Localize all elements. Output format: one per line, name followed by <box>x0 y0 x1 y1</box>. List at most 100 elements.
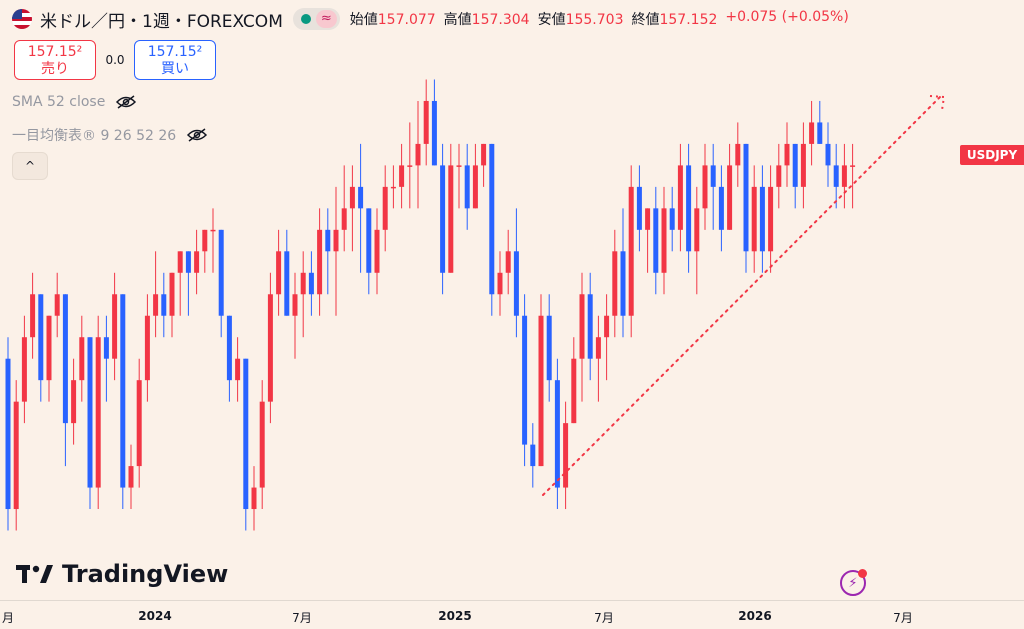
candle[interactable] <box>177 251 183 316</box>
candle[interactable] <box>759 165 765 273</box>
candle[interactable] <box>103 315 109 402</box>
candle[interactable] <box>374 208 380 295</box>
candle[interactable] <box>595 315 601 402</box>
candle[interactable] <box>522 294 528 467</box>
candle[interactable] <box>308 251 314 316</box>
candle[interactable] <box>382 165 388 252</box>
candle[interactable] <box>95 315 101 510</box>
candle[interactable] <box>423 79 429 166</box>
candle[interactable] <box>243 358 249 531</box>
candle[interactable] <box>358 143 364 273</box>
candle[interactable] <box>259 380 265 510</box>
candle[interactable] <box>431 79 437 166</box>
hidden-eye-icon[interactable] <box>115 95 137 109</box>
sell-button[interactable]: 157.15² 売り <box>14 40 96 80</box>
candle[interactable] <box>390 165 396 209</box>
candle[interactable] <box>513 208 519 338</box>
candle[interactable] <box>153 251 159 338</box>
market-status[interactable]: ≈ <box>292 8 340 30</box>
hidden-eye-icon[interactable] <box>186 128 208 142</box>
candle[interactable] <box>768 165 774 273</box>
candle[interactable] <box>604 294 610 381</box>
candle[interactable] <box>325 208 331 295</box>
candle[interactable] <box>112 272 118 381</box>
candle[interactable] <box>341 165 347 252</box>
candle[interactable] <box>554 358 560 510</box>
candle[interactable] <box>62 294 68 467</box>
candle[interactable] <box>440 143 446 295</box>
candle[interactable] <box>669 186 675 252</box>
candle[interactable] <box>612 229 618 338</box>
tradingview-logo[interactable]: TradingView <box>16 560 228 588</box>
candle[interactable] <box>30 272 36 359</box>
candle[interactable] <box>735 122 741 187</box>
candle[interactable] <box>841 143 847 209</box>
candle[interactable] <box>21 315 27 424</box>
trendline[interactable] <box>542 96 941 496</box>
candle[interactable] <box>489 143 495 316</box>
candle[interactable] <box>694 186 700 295</box>
candle[interactable] <box>530 423 536 488</box>
candle[interactable] <box>661 186 667 295</box>
candle[interactable] <box>251 466 257 531</box>
candle[interactable] <box>185 251 191 316</box>
candle[interactable] <box>194 229 200 295</box>
candle[interactable] <box>850 143 856 209</box>
candle[interactable] <box>677 143 683 252</box>
candle[interactable] <box>579 272 585 402</box>
candle[interactable] <box>415 100 421 209</box>
candle[interactable] <box>366 208 372 295</box>
candle[interactable] <box>809 100 815 166</box>
candle[interactable] <box>702 143 708 230</box>
candle[interactable] <box>407 122 413 209</box>
candle[interactable] <box>546 294 552 402</box>
indicator-sma[interactable]: SMA 52 close <box>12 94 137 110</box>
candle[interactable] <box>464 143 470 230</box>
candle[interactable] <box>276 229 282 316</box>
symbol-title[interactable]: 米ドル／円・1週・FOREXCOM <box>40 11 283 32</box>
candle[interactable] <box>54 272 60 338</box>
candle[interactable] <box>448 143 454 273</box>
candle[interactable] <box>136 358 142 488</box>
buy-button[interactable]: 157.15² 買い <box>134 40 216 80</box>
candle[interactable] <box>5 337 11 531</box>
candle[interactable] <box>497 251 503 316</box>
candle[interactable] <box>743 143 749 273</box>
candle[interactable] <box>13 380 19 531</box>
candle[interactable] <box>317 208 323 316</box>
candle[interactable] <box>120 294 126 510</box>
candle[interactable] <box>235 337 241 402</box>
candle[interactable] <box>218 229 224 338</box>
candle[interactable] <box>38 294 44 402</box>
candle[interactable] <box>563 401 569 510</box>
candle[interactable] <box>628 165 634 338</box>
candle[interactable] <box>300 251 306 338</box>
candle[interactable] <box>686 143 692 273</box>
candle[interactable] <box>87 337 93 510</box>
candle[interactable] <box>776 143 782 209</box>
candle[interactable] <box>210 208 216 273</box>
candle[interactable] <box>481 143 487 187</box>
candle[interactable] <box>161 272 167 338</box>
candle[interactable] <box>800 122 806 209</box>
candle[interactable] <box>333 186 339 316</box>
collapse-legend-button[interactable]: ^ <box>12 152 48 180</box>
candle[interactable] <box>825 122 831 187</box>
candle[interactable] <box>202 229 208 273</box>
candle[interactable] <box>349 165 355 252</box>
time-axis[interactable]: 月 2024 7月 2025 7月 2026 7月 <box>0 600 1024 629</box>
candle[interactable] <box>128 444 134 510</box>
candle[interactable] <box>267 272 273 424</box>
candle[interactable] <box>587 272 593 381</box>
candle[interactable] <box>620 208 626 338</box>
candle[interactable] <box>571 337 577 424</box>
candle[interactable] <box>456 143 462 209</box>
candle[interactable] <box>169 272 175 338</box>
candle[interactable] <box>226 315 232 402</box>
candle[interactable] <box>71 358 77 445</box>
candle[interactable] <box>144 294 150 402</box>
candle[interactable] <box>718 165 724 252</box>
candle[interactable] <box>472 143 478 209</box>
candle[interactable] <box>792 143 798 209</box>
candle[interactable] <box>505 229 511 295</box>
